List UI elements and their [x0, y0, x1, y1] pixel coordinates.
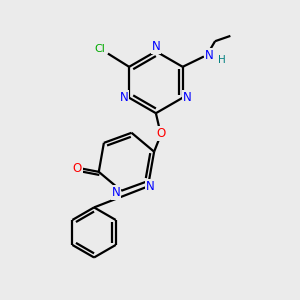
Text: N: N — [205, 49, 214, 62]
Text: O: O — [156, 127, 166, 140]
Text: O: O — [72, 162, 82, 176]
Text: N: N — [120, 91, 128, 104]
Text: Cl: Cl — [94, 44, 105, 54]
Text: N: N — [112, 186, 120, 199]
Text: N: N — [152, 40, 160, 53]
Text: H: H — [218, 55, 226, 65]
Text: N: N — [146, 179, 155, 193]
Text: N: N — [183, 91, 192, 104]
